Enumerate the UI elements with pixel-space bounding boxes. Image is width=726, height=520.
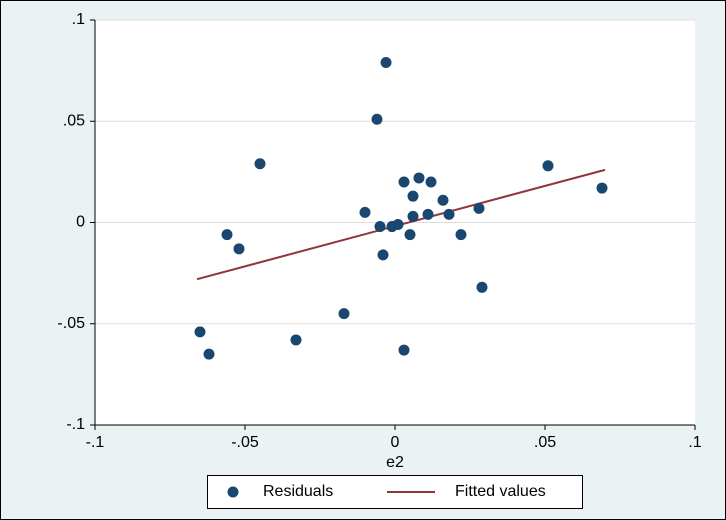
residual-point xyxy=(360,207,370,217)
residual-point xyxy=(438,195,448,205)
residual-point xyxy=(597,183,607,193)
y-tick-label: .1 xyxy=(72,11,85,28)
residual-point xyxy=(474,203,484,213)
residual-point xyxy=(372,114,382,124)
residual-point xyxy=(399,345,409,355)
scatter-plot-figure: -.1 -.05 0 .05 .1 e2 -.1 -.05 0 .05 .1 Residuals Fit… xyxy=(0,0,726,520)
x-tick-label: -.05 xyxy=(231,434,259,451)
y-tick-label: -.1 xyxy=(66,416,85,433)
x-axis-label: e2 xyxy=(386,454,404,471)
legend-residuals-label: Residuals xyxy=(263,483,333,500)
x-tick-label: .1 xyxy=(688,434,701,451)
residual-point xyxy=(291,335,301,345)
y-tick-label: -.05 xyxy=(57,315,85,332)
residual-point xyxy=(399,177,409,187)
residual-point xyxy=(195,327,205,337)
residual-point xyxy=(375,222,385,232)
y-tick-label: 0 xyxy=(76,214,85,231)
residual-point xyxy=(405,230,415,240)
residual-point xyxy=(222,230,232,240)
residual-point xyxy=(414,173,424,183)
legend-residuals-swatch xyxy=(228,487,238,497)
residual-point xyxy=(393,220,403,230)
legend-fitted-label: Fitted values xyxy=(455,483,546,500)
x-tick-label: 0 xyxy=(391,434,400,451)
residual-point xyxy=(408,211,418,221)
residual-point xyxy=(381,58,391,68)
residual-point xyxy=(339,309,349,319)
x-tick-label: -.1 xyxy=(86,434,105,451)
residual-point xyxy=(255,159,265,169)
y-tick-label: .05 xyxy=(63,112,85,129)
residual-point xyxy=(543,161,553,171)
residual-point xyxy=(423,209,433,219)
residual-point xyxy=(408,191,418,201)
residual-point xyxy=(378,250,388,260)
residual-point xyxy=(456,230,466,240)
residual-point xyxy=(204,349,214,359)
x-tick-label: .05 xyxy=(534,434,556,451)
residual-point xyxy=(234,244,244,254)
residual-point xyxy=(426,177,436,187)
residual-point xyxy=(477,282,487,292)
residual-point xyxy=(444,209,454,219)
